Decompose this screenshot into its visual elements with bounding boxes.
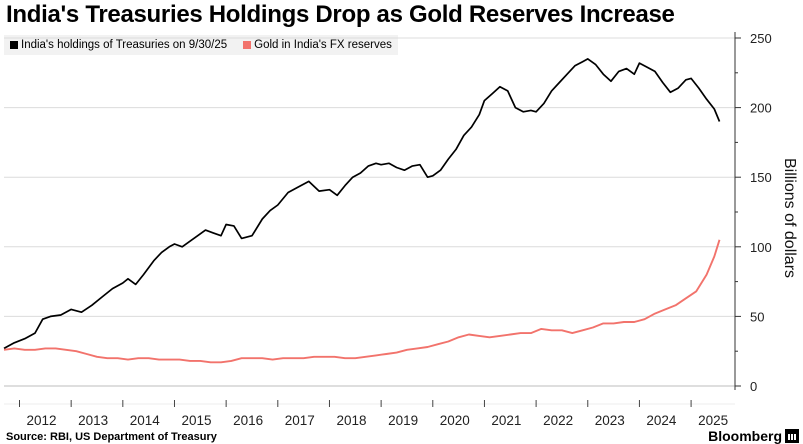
series-line-gold	[3, 239, 721, 364]
y-tick-label: 100	[750, 240, 772, 255]
y-tick-label: 200	[750, 101, 772, 116]
legend-swatch-treasuries	[10, 41, 18, 49]
x-tick-label: 2012	[26, 413, 56, 428]
legend-item-gold: Gold in India's FX reserves	[243, 39, 392, 51]
x-tick-label: 2018	[336, 413, 366, 428]
chart-legend: India's holdings of Treasuries on 9/30/2…	[4, 35, 398, 55]
x-tick-label: 2021	[491, 413, 521, 428]
y-tick-label: 50	[750, 309, 764, 324]
x-tick-label: 2015	[181, 413, 211, 428]
legend-item-treasuries: India's holdings of Treasuries on 9/30/2…	[10, 39, 227, 51]
bloomberg-logo-icon	[785, 429, 799, 443]
x-tick-label: 2013	[78, 413, 108, 428]
legend-label-gold: Gold in India's FX reserves	[254, 39, 392, 51]
x-tick-label: 2017	[285, 413, 315, 428]
legend-label-treasuries: India's holdings of Treasuries on 9/30/2…	[21, 39, 228, 51]
y-tick-label: 0	[750, 379, 757, 394]
x-tick-label: 2016	[233, 413, 263, 428]
x-tick-label: 2022	[543, 413, 573, 428]
bloomberg-brand: Bloomberg	[708, 428, 799, 444]
chart-title: India's Treasuries Holdings Drop as Gold…	[6, 1, 675, 28]
legend-swatch-gold	[243, 41, 252, 49]
x-tick-label: 2014	[130, 413, 161, 428]
source-note: Source: RBI, US Department of Treasury	[6, 431, 217, 443]
brand-name: Bloomberg	[708, 428, 782, 444]
y-axis-title: Billions of dollars	[781, 158, 798, 278]
x-tick-label: 2023	[595, 413, 625, 428]
y-tick-label: 150	[750, 170, 772, 185]
y-tick-label: 250	[750, 31, 772, 46]
series-line-treasuries	[3, 58, 721, 350]
x-tick-label: 2019	[388, 413, 418, 428]
x-tick-label: 2025	[698, 413, 728, 428]
x-tick-label: 2020	[440, 413, 470, 428]
x-tick-label: 2024	[646, 413, 677, 428]
